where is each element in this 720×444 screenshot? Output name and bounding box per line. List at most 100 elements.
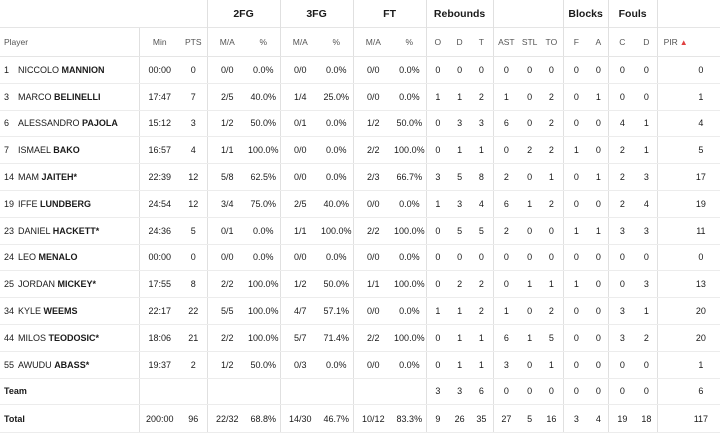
stat-ft-pct: 0.0%	[393, 351, 427, 379]
stat-foul-c: 0	[607, 270, 637, 299]
col-foul-c[interactable]: C	[607, 27, 637, 57]
team-ast: 0	[492, 378, 520, 406]
col-reb-t[interactable]: T	[470, 27, 494, 57]
col-2fg-ma[interactable]: M/A	[206, 27, 248, 57]
stat-to: 2	[540, 297, 564, 325]
total-blk-a: 4	[589, 404, 609, 434]
stat-ft-ma: 1/1	[352, 270, 394, 299]
stat-foul-d: 1	[636, 110, 658, 138]
stat-stl: 0	[519, 297, 541, 325]
table-row[interactable]: 3 MARCO BELINELLI 17:47 7 2/5 40.0% 1/4 25.0% 0/…	[0, 83, 720, 111]
col-blk-a[interactable]: A	[589, 27, 609, 57]
stat-pts: 8	[180, 270, 208, 299]
col-3fg-pct[interactable]: %	[320, 27, 354, 57]
stat-reb-o: 0	[425, 217, 450, 245]
table-row[interactable]: 6 ALESSANDRO PAJOLA 15:12 3 1/2 50.0% 0/1 0.0% 1…	[0, 110, 720, 138]
player-first-name: MILOS	[18, 332, 47, 343]
col-pir[interactable]: PIR ▲	[656, 27, 720, 57]
player-cell[interactable]: 34 KYLE WEEMS	[0, 297, 139, 325]
stat-2fg-ma: 1/1	[206, 136, 248, 165]
col-pts[interactable]: PTS	[180, 27, 208, 57]
stat-foul-d: 0	[636, 244, 658, 272]
total-pts: 96	[180, 404, 208, 434]
col-blk-f[interactable]: F	[562, 27, 590, 57]
team-foul-c: 0	[607, 378, 637, 406]
stat-ft-pct: 0.0%	[393, 83, 427, 111]
stat-blk-f: 0	[562, 297, 590, 325]
table-row[interactable]: 55 AWUDU ABASS* 19:37 2 1/2 50.0% 0/3 0.0% 0/0 0.…	[0, 351, 720, 379]
col-reb-o[interactable]: O	[425, 27, 450, 57]
team-to: 0	[540, 378, 564, 406]
player-cell[interactable]: 14 MAM JAITEH*	[0, 163, 139, 191]
stat-ft-pct: 50.0%	[393, 110, 427, 138]
table-row[interactable]: 23 DANIEL HACKETT* 24:36 5 0/1 0.0% 1/1 100.0% 2…	[0, 217, 720, 245]
total-to: 16	[540, 404, 564, 434]
stat-2fg-pct: 0.0%	[247, 244, 281, 272]
stat-2fg-ma: 1/2	[206, 110, 248, 138]
stat-pts: 12	[180, 163, 208, 191]
player-cell[interactable]: 24 LEO MENALO	[0, 244, 139, 272]
col-ast[interactable]: AST	[492, 27, 520, 57]
stat-min: 00:00	[138, 56, 180, 84]
stat-ft-ma: 0/0	[352, 297, 394, 325]
table-row[interactable]: 24 LEO MENALO 00:00 0 0/0 0.0% 0/0 0.0% 0/0 0.0% 0…	[0, 244, 720, 272]
stat-blk-a: 1	[589, 217, 609, 245]
stat-foul-d: 1	[636, 136, 658, 165]
player-cell[interactable]: 19 IFFE LUNDBERG	[0, 190, 139, 218]
stat-reb-d: 5	[449, 217, 471, 245]
table-row[interactable]: 1 NICCOLO MANNION 00:00 0 0/0 0.0% 0/0 0.0% 0/0 0…	[0, 56, 720, 84]
col-3fg-ma[interactable]: M/A	[279, 27, 321, 57]
stat-blk-f: 1	[562, 270, 590, 299]
stat-to: 1	[540, 270, 564, 299]
col-ft-pct[interactable]: %	[393, 27, 427, 57]
player-cell[interactable]: 1 NICCOLO MANNION	[0, 56, 139, 84]
col-min[interactable]: Min	[138, 27, 180, 57]
player-cell[interactable]: 7 ISMAEL BAKO	[0, 136, 139, 165]
table-row[interactable]: 25 JORDAN MICKEY* 17:55 8 2/2 100.0% 1/2 50.0% 1…	[0, 270, 720, 299]
stat-2fg-pct: 100.0%	[247, 270, 281, 299]
player-number: 7	[4, 145, 10, 156]
table-row[interactable]: 14 MAM JAITEH* 22:39 12 5/8 62.5% 0/0 0.0% 2/3 66…	[0, 163, 720, 191]
player-cell[interactable]: 3 MARCO BELINELLI	[0, 83, 139, 111]
stat-reb-d: 1	[449, 297, 471, 325]
stat-stl: 0	[519, 217, 541, 245]
col-reb-d[interactable]: D	[449, 27, 471, 57]
group-header-row: 2FG 3FG FT Rebounds Blocks Fouls	[0, 0, 720, 28]
stat-reb-t: 0	[470, 244, 494, 272]
table-row[interactable]: 19 IFFE LUNDBERG 24:54 12 3/4 75.0% 2/5 40.0% 0/…	[0, 190, 720, 218]
col-ft-ma[interactable]: M/A	[352, 27, 394, 57]
table-row[interactable]: 7 ISMAEL BAKO 16:57 4 1/1 100.0% 0/0 0.0% 2/2 100…	[0, 136, 720, 165]
player-cell[interactable]: 23 DANIEL HACKETT*	[0, 217, 139, 245]
col-to[interactable]: TO	[540, 27, 564, 57]
table-row[interactable]: 34 KYLE WEEMS 22:17 22 5/5 100.0% 4/7 57.1% 0/0 0…	[0, 297, 720, 325]
player-cell[interactable]: 6 ALESSANDRO PAJOLA	[0, 110, 139, 138]
col-stl[interactable]: STL	[519, 27, 541, 57]
stat-blk-f: 0	[562, 324, 590, 352]
player-number: 19	[4, 198, 15, 209]
stat-blk-f: 1	[562, 136, 590, 165]
stat-reb-d: 0	[449, 56, 471, 84]
stat-2fg-ma: 0/0	[206, 56, 248, 84]
stat-foul-c: 2	[607, 136, 637, 165]
stat-min: 19:37	[138, 351, 180, 379]
col-foul-d[interactable]: D	[636, 27, 658, 57]
player-cell[interactable]: 25 JORDAN MICKEY*	[0, 270, 139, 299]
col-2fg-pct[interactable]: %	[247, 27, 281, 57]
stat-reb-o: 3	[425, 163, 450, 191]
stat-2fg-pct: 62.5%	[247, 163, 281, 191]
total-3fg-ma: 14/30	[279, 404, 321, 434]
stat-foul-d: 2	[636, 324, 658, 352]
table-row[interactable]: 44 MILOS TEODOSIC* 18:06 21 2/2 100.0% 5/7 71.4…	[0, 324, 720, 352]
stat-stl: 1	[519, 270, 541, 299]
player-number: 14	[4, 172, 15, 183]
stat-reb-o: 1	[425, 190, 450, 218]
stat-ast: 1	[492, 297, 520, 325]
player-cell[interactable]: 55 AWUDU ABASS*	[0, 351, 139, 379]
sort-arrow-icon[interactable]: ▲	[679, 38, 688, 47]
player-last-name: WEEMS	[43, 306, 78, 317]
stat-blk-a: 0	[589, 297, 609, 325]
team-label: Team	[0, 378, 139, 406]
stat-ft-ma: 0/0	[352, 351, 394, 379]
col-player[interactable]: Player	[0, 27, 139, 57]
player-cell[interactable]: 44 MILOS TEODOSIC*	[0, 324, 139, 352]
